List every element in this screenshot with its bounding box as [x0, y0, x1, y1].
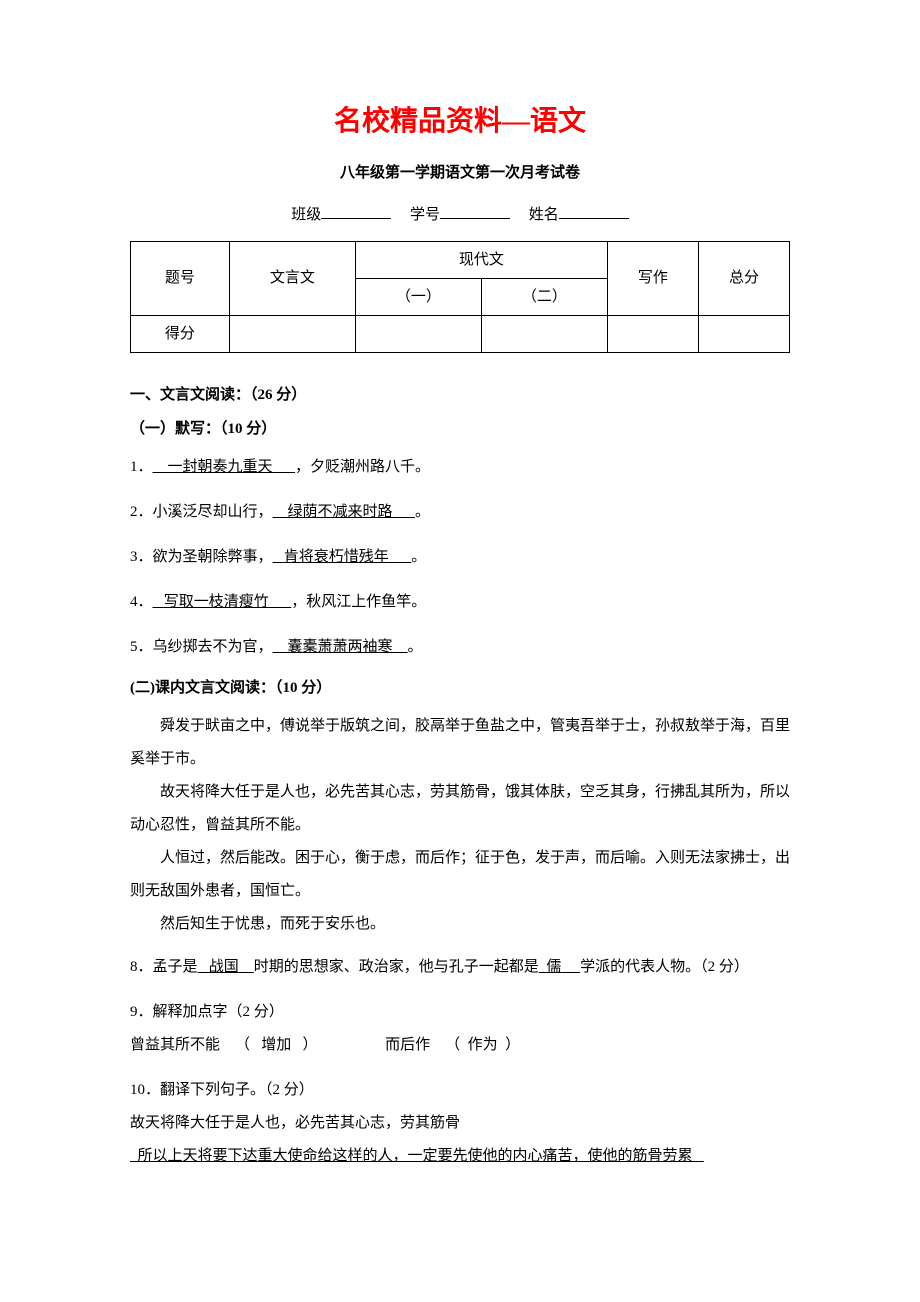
number-blank: [440, 204, 510, 219]
q10-ans: 所以上天将要下达重大使命给这样的人，一定要先使他的内心痛苦，使他的筋骨劳累: [138, 1148, 693, 1164]
q4-post-blank: [269, 594, 292, 610]
q5-answer: 囊橐萧萧两袖寒: [288, 639, 393, 655]
col-header-modern: 现代文: [355, 241, 607, 278]
q5-num: 5．: [130, 639, 153, 655]
q3-pre-blank: [273, 549, 284, 565]
q1-post-blank: [273, 459, 296, 475]
col-header-writing: 写作: [607, 241, 698, 315]
q8-num: 8．: [130, 959, 153, 975]
q9-title: 解释加点字（2 分）: [153, 1004, 284, 1020]
classical-passage: 舜发于畎亩之中，傅说举于版筑之间，胶鬲举于鱼盐之中，管夷吾举于士，孙叔敖举于海，…: [130, 710, 790, 941]
question-2: 2．小溪泛尽却山行， 绿荫不减来时路 。: [130, 496, 790, 529]
name-blank: [559, 204, 629, 219]
col-header-total: 总分: [698, 241, 789, 315]
score-table: 题号 文言文 现代文 写作 总分 （一） （二） 得分: [130, 241, 790, 353]
section-1-2-title: (二)课内文言文阅读：（10 分）: [130, 680, 331, 696]
q4-post: ，秋风江上作鱼竿。: [291, 594, 426, 610]
main-title: 名校精品资料—语文: [130, 100, 790, 145]
q10-sentence: 故天将降大任于是人也，必先苦其心志，劳其筋骨: [130, 1115, 460, 1131]
col-header-modern-1: （一）: [355, 278, 481, 315]
table-row: 题号 文言文 现代文 写作 总分: [131, 241, 790, 278]
col-header-number: 题号: [131, 241, 230, 315]
q3-post-blank: [389, 549, 412, 565]
q4-answer: 写取一枝清瘦竹: [164, 594, 269, 610]
q3-post: 。: [411, 549, 426, 565]
score-cell: [355, 315, 481, 352]
section-1-title: 一、文言文阅读：（26 分）: [130, 387, 306, 403]
q9-item2-text: 而后作: [385, 1037, 430, 1053]
q8-ans1: 战国: [209, 959, 239, 975]
passage-p4: 然后知生于忧患，而死于安乐也。: [130, 908, 790, 941]
passage-p1: 舜发于畎亩之中，傅说举于版筑之间，胶鬲举于鱼盐之中，管夷吾举于士，孙叔敖举于海，…: [130, 710, 790, 776]
score-cell: [229, 315, 355, 352]
score-cell: [607, 315, 698, 352]
q8-blank2b: [561, 959, 580, 975]
q9-num: 9．: [130, 1004, 153, 1020]
q8-blank1b: [239, 959, 254, 975]
question-3: 3．欲为圣朝除弊事， 肯将衰朽惜残年 。: [130, 541, 790, 574]
section-1-heading: 一、文言文阅读：（26 分）: [130, 383, 790, 407]
question-10: 10．翻译下列句子。（2 分） 故天将降大任于是人也，必先苦其心志，劳其筋骨 所…: [130, 1074, 790, 1173]
q9-item2-ans: 作为: [468, 1037, 498, 1053]
q4-pre-blank: [153, 594, 164, 610]
q2-num: 2．: [130, 504, 153, 520]
col-header-wenyan: 文言文: [229, 241, 355, 315]
q2-pre: 小溪泛尽却山行，: [153, 504, 273, 520]
q10-blank-pre: [130, 1148, 138, 1164]
q2-post-blank: [393, 504, 416, 520]
section-1-2-heading: (二)课内文言文阅读：（10 分）: [130, 676, 790, 700]
section-1-1-heading: （一）默写：（10 分）: [130, 417, 790, 441]
q9-item1-text: 曾益其所不能: [130, 1037, 220, 1053]
section-1-1-title: （一）默写：（10 分）: [130, 421, 276, 437]
q5-pre: 乌纱掷去不为官，: [153, 639, 273, 655]
q2-post: 。: [415, 504, 430, 520]
q3-num: 3．: [130, 549, 153, 565]
q3-answer: 肯将衰朽惜残年: [284, 549, 389, 565]
row-score-label: 得分: [131, 315, 230, 352]
q2-answer: 绿荫不减来时路: [288, 504, 393, 520]
q8-blank1a: [198, 959, 209, 975]
passage-p3: 人恒过，然后能改。困于心，衡于虑，而后作；征于色，发于声，而后喻。入则无法家拂士…: [130, 842, 790, 908]
class-blank: [321, 204, 391, 219]
q10-num: 10．: [130, 1082, 160, 1098]
q10-blank-post: [693, 1148, 704, 1164]
q1-answer: 一封朝奏九重天: [168, 459, 273, 475]
table-row: 得分: [131, 315, 790, 352]
score-cell: [698, 315, 789, 352]
question-5: 5．乌纱掷去不为官， 囊橐萧萧两袖寒 。: [130, 631, 790, 664]
q5-post: 。: [408, 639, 423, 655]
subtitle: 八年级第一学期语文第一次月考试卷: [130, 161, 790, 185]
q8-ans2: 儒: [546, 959, 561, 975]
q8-post: 学派的代表人物。（2 分）: [580, 959, 749, 975]
q5-pre-blank: [273, 639, 288, 655]
col-header-modern-2: （二）: [481, 278, 607, 315]
passage-p2: 故天将降大任于是人也，必先苦其心志，劳其筋骨，饿其体肤，空乏其身，行拂乱其所为，…: [130, 776, 790, 842]
class-label: 班级: [291, 207, 321, 223]
question-8: 8．孟子是 战国 时期的思想家、政治家，他与孔子一起都是 儒 学派的代表人物。（…: [130, 951, 790, 984]
question-9: 9．解释加点字（2 分） 曾益其所不能 （ 增加 ） 而后作 （ 作为 ）: [130, 996, 790, 1062]
q8-mid: 时期的思想家、政治家，他与孔子一起都是: [254, 959, 539, 975]
q2-pre-blank: [273, 504, 288, 520]
question-1: 1． 一封朝奏九重天 ，夕贬潮州路八千。: [130, 451, 790, 484]
q4-num: 4．: [130, 594, 153, 610]
number-label: 学号: [410, 207, 440, 223]
question-4: 4． 写取一枝清瘦竹 ，秋风江上作鱼竿。: [130, 586, 790, 619]
student-info-line: 班级 学号 姓名: [130, 203, 790, 227]
score-cell: [481, 315, 607, 352]
q1-pre-blank: [153, 459, 168, 475]
q5-post-blank: [393, 639, 408, 655]
q1-post: ，夕贬潮州路八千。: [295, 459, 430, 475]
q3-pre: 欲为圣朝除弊事，: [153, 549, 273, 565]
q1-num: 1．: [130, 459, 153, 475]
q10-title: 翻译下列句子。（2 分）: [160, 1082, 314, 1098]
name-label: 姓名: [529, 207, 559, 223]
q9-item1-ans: 增加: [261, 1037, 291, 1053]
q8-pre1: 孟子是: [153, 959, 198, 975]
